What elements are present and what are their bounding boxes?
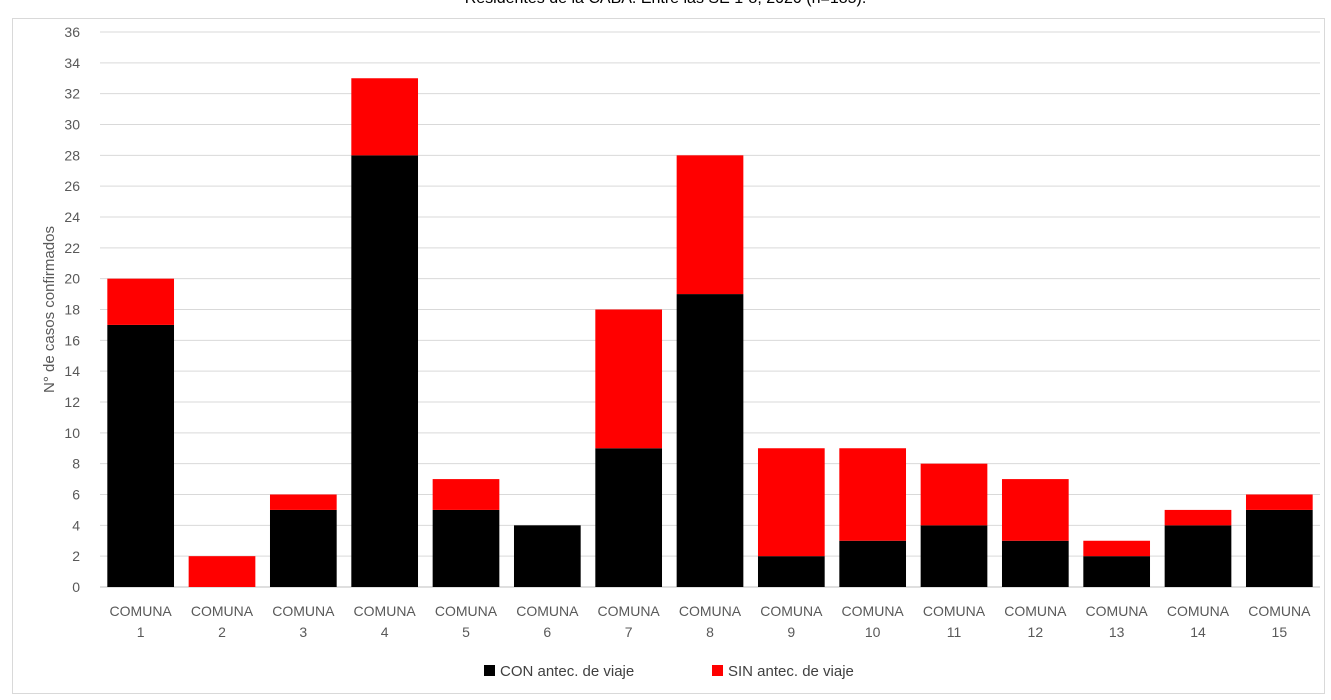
bar-segment: [1164, 525, 1232, 587]
bar-segment: [839, 540, 907, 587]
x-tick-label: 5: [462, 624, 470, 640]
bar-segment: [1083, 556, 1151, 587]
bar-segment: [513, 525, 581, 587]
bar-segment: [757, 448, 825, 557]
x-axis-ticks: COMUNA 1 COMUNA 2 COMUNA 3 COMUNA 4 COMUNA 5 COMUN…: [110, 603, 1312, 640]
x-tick-label: 8: [706, 624, 714, 640]
x-tick-label: COMUNA: [1167, 603, 1230, 619]
bar-segment: [432, 479, 500, 510]
legend-label: SIN antec. de viaje: [728, 663, 854, 680]
legend-label: CON antec. de viaje: [500, 663, 634, 680]
y-tick-label: 2: [72, 548, 80, 564]
legend: CON antec. de viaje SIN antec. de viaje: [484, 663, 854, 680]
y-tick-label: 28: [64, 147, 80, 163]
x-tick-label: 15: [1272, 624, 1288, 640]
bar-segment: [1164, 509, 1232, 526]
bar-segment: [1001, 479, 1069, 541]
y-tick-label: 24: [64, 209, 80, 225]
x-tick-label: COMUNA: [110, 603, 173, 619]
y-axis-label: N° de casos confirmados: [41, 226, 58, 393]
y-tick-label: 0: [72, 579, 80, 595]
x-tick-label: 7: [625, 624, 633, 640]
bar-segment: [107, 278, 175, 325]
x-tick-label: 10: [865, 624, 881, 640]
bar-segment: [595, 309, 663, 449]
x-tick-label: COMUNA: [842, 603, 905, 619]
chart-title: Residentes de la CABA. Entre las SE 1-8,…: [0, 0, 1331, 10]
bar-segment: [107, 324, 175, 587]
x-tick-label: COMUNA: [435, 603, 498, 619]
bar-segment: [269, 494, 337, 510]
y-tick-label: 34: [64, 55, 80, 71]
legend-swatch: [712, 665, 723, 676]
y-tick-label: 22: [64, 240, 80, 256]
bar-segment: [351, 155, 419, 588]
x-tick-label: 3: [299, 624, 307, 640]
x-tick-label: 12: [1028, 624, 1044, 640]
y-tick-label: 18: [64, 302, 80, 318]
bar-segment: [1245, 509, 1313, 587]
bar-segment: [920, 525, 988, 587]
legend-swatch: [484, 665, 495, 676]
bar-segment: [676, 294, 744, 587]
x-tick-label: COMUNA: [679, 603, 742, 619]
x-tick-label: 11: [947, 624, 962, 640]
bars: [107, 78, 1313, 588]
y-tick-label: 4: [72, 517, 80, 533]
x-tick-label: 2: [218, 624, 226, 640]
x-tick-label: 6: [543, 624, 551, 640]
bar-segment: [188, 556, 256, 587]
y-tick-label: 8: [72, 456, 80, 472]
y-tick-label: 20: [64, 271, 80, 287]
x-tick-label: COMUNA: [354, 603, 417, 619]
x-tick-label: 9: [787, 624, 795, 640]
bar-segment: [920, 463, 988, 526]
x-tick-label: COMUNA: [1086, 603, 1149, 619]
y-tick-label: 32: [64, 86, 80, 102]
y-tick-label: 26: [64, 178, 80, 194]
x-tick-label: COMUNA: [516, 603, 579, 619]
x-tick-label: COMUNA: [760, 603, 823, 619]
x-tick-label: COMUNA: [1248, 603, 1311, 619]
bar-segment: [1245, 494, 1313, 510]
x-tick-label: COMUNA: [272, 603, 335, 619]
x-tick-label: COMUNA: [1004, 603, 1067, 619]
bar-segment: [269, 509, 337, 587]
bar-segment: [839, 448, 907, 541]
x-tick-label: 13: [1109, 624, 1125, 640]
bar-segment: [1083, 540, 1151, 557]
x-tick-label: COMUNA: [598, 603, 661, 619]
bar-segment: [351, 78, 419, 156]
x-tick-label: COMUNA: [923, 603, 986, 619]
bar-segment: [676, 155, 744, 295]
y-tick-label: 16: [64, 332, 80, 348]
y-tick-label: 36: [64, 24, 80, 40]
x-tick-label: 1: [137, 624, 145, 640]
y-tick-label: 30: [64, 117, 80, 133]
y-tick-label: 12: [64, 394, 80, 410]
bar-segment: [1001, 540, 1069, 587]
y-tick-label: 6: [72, 487, 80, 503]
bar-segment: [595, 448, 663, 587]
y-tick-label: 14: [64, 363, 80, 379]
bar-segment: [432, 509, 500, 587]
x-tick-label: 14: [1190, 624, 1206, 640]
y-tick-label: 10: [64, 425, 80, 441]
x-tick-label: COMUNA: [191, 603, 254, 619]
bar-segment: [757, 556, 825, 587]
x-tick-label: 4: [381, 624, 389, 640]
